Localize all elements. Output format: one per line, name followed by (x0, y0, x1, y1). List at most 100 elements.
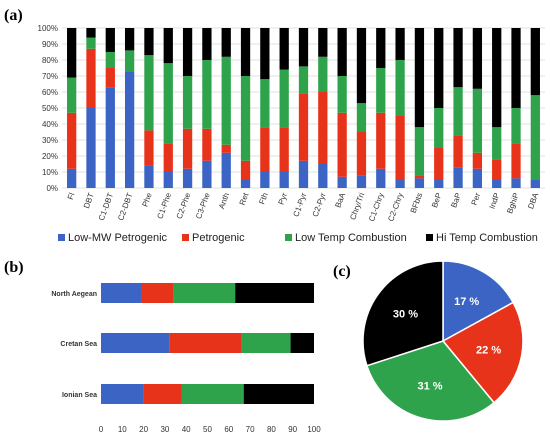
panel-a-bars (67, 28, 540, 188)
bar-segment (144, 28, 154, 56)
bar-segment (472, 88, 483, 153)
bar-segment (101, 384, 144, 404)
bar-segment (492, 127, 502, 160)
bar-segment (337, 28, 347, 76)
bar-segment (124, 28, 135, 51)
category-label: BaP (449, 192, 463, 209)
panel-label-a: (a) (4, 7, 23, 24)
bar-segment (453, 135, 463, 168)
bar-segment (235, 283, 314, 303)
category-label: Fl (66, 191, 77, 201)
bar-segment (530, 28, 540, 96)
y-tick-label: 20% (42, 152, 58, 161)
bar-segment (356, 132, 367, 176)
pie-slice-label: 17 % (454, 296, 479, 308)
category-label: C1-DBT (97, 191, 115, 221)
panel-b-x-axis: 0 10 20 30 40 50 60 70 80 90 100 (99, 425, 321, 434)
bar-segment (318, 164, 328, 188)
bar-segment (182, 168, 193, 188)
bar-segment (67, 77, 77, 113)
bar-segment (240, 28, 251, 76)
bar-segment (337, 76, 347, 113)
category-label: C1-Phe (155, 191, 173, 220)
bar-segment (511, 108, 521, 144)
bar-segment (395, 116, 405, 180)
bar-segment (453, 28, 463, 88)
x-tick-label: 50 (203, 425, 212, 434)
bar-segment (530, 180, 540, 188)
bar-segment (67, 28, 77, 78)
bar-segment (221, 144, 231, 153)
bar-segment (434, 28, 444, 108)
category-label: BghiP (505, 192, 521, 215)
bar-segment (67, 168, 77, 188)
category-label: C3-Phe (194, 191, 212, 220)
category-label: C2-Chry (386, 192, 405, 223)
bar-segment (202, 60, 212, 129)
category-label: Pyr (276, 191, 289, 206)
bar-segment (337, 112, 347, 177)
bar-segment (240, 180, 251, 188)
panel-a-category-labels: Fl DBT C1-DBT C2-DBT Phe C1-Phe C2-Phe C3-Phe An… (66, 191, 541, 223)
legend-label: Low-MW Petrogenic (68, 232, 168, 244)
panel-label-c: (c) (333, 263, 351, 280)
bar-segment (279, 172, 289, 188)
x-tick-label: 0 (99, 425, 104, 434)
category-label: C2-DBT (116, 191, 134, 221)
bar-segment (101, 333, 170, 353)
category-label: Per (470, 191, 483, 206)
bar-segment (511, 143, 521, 179)
bar-segment (434, 108, 444, 148)
y-tick-label: 0% (46, 184, 58, 193)
bar-segment (279, 28, 289, 70)
legend-swatch (285, 234, 292, 241)
bar-segment (163, 143, 173, 172)
bar-segment (434, 148, 444, 180)
bar-segment (124, 71, 135, 188)
pie-slice-label: 22 % (476, 345, 501, 357)
bar-segment (163, 28, 173, 64)
bar-segment (472, 152, 483, 169)
category-label: BaA (333, 191, 347, 209)
bar-segment (144, 55, 154, 131)
bar-segment (181, 384, 244, 404)
bar-segment (86, 37, 96, 49)
bar-segment (124, 50, 135, 72)
bar-segment (144, 165, 154, 188)
pie-slice (365, 340, 496, 422)
bar-segment (318, 28, 328, 57)
bar-segment (279, 127, 289, 172)
bar-segment (492, 28, 502, 128)
bar-segment (143, 384, 182, 404)
category-label: C1-Chry (367, 192, 386, 223)
bar-segment (101, 283, 142, 303)
category-label: North Aegean (51, 291, 97, 298)
category-label: C2-Phe (175, 191, 193, 220)
category-label: Fth (257, 192, 269, 206)
bar-segment (221, 152, 231, 188)
legend-label: Petrogenic (192, 232, 245, 244)
bar-segment (414, 28, 425, 128)
legend-swatch (426, 234, 433, 241)
bar-segment (472, 168, 483, 188)
y-tick-label: 50% (42, 104, 58, 113)
bar-segment (241, 333, 291, 353)
x-tick-label: 20 (139, 425, 148, 434)
legend-swatch (182, 234, 189, 241)
bar-segment (511, 28, 521, 108)
y-tick-label: 60% (42, 88, 58, 97)
category-label: IndP (487, 192, 501, 211)
y-tick-label: 90% (42, 40, 58, 49)
panel-b-bars (101, 283, 314, 404)
bar-segment (376, 168, 386, 188)
bar-segment (298, 28, 309, 67)
category-label: DBA (526, 191, 540, 210)
bar-segment (182, 28, 193, 76)
bar-segment (290, 333, 314, 353)
bar-segment (221, 28, 231, 57)
bar-segment (356, 103, 367, 132)
category-label: DBT (82, 191, 96, 209)
x-tick-label: 10 (118, 425, 127, 434)
panel-a-y-tick-labels: 0% 10% 20% 30% 40% 50% 60% 70% 80% 90% 100% (38, 24, 58, 193)
bar-segment (243, 384, 314, 404)
